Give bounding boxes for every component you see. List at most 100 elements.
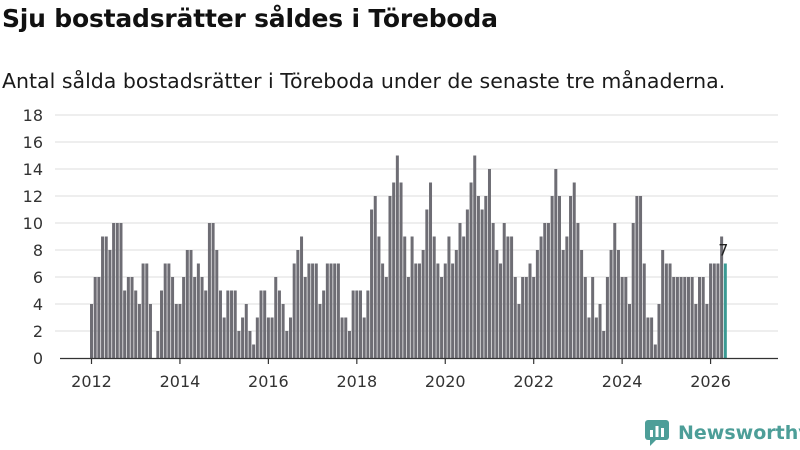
bar [381, 263, 385, 358]
bar [207, 223, 211, 358]
bar [557, 196, 561, 358]
bar [134, 290, 138, 358]
bar [359, 290, 363, 358]
bar [664, 263, 668, 358]
bar [322, 290, 326, 358]
bar [473, 155, 477, 358]
x-tick-label: 2018 [336, 372, 377, 391]
bar [215, 250, 219, 358]
bar [281, 304, 285, 358]
bar [487, 169, 491, 358]
bar [285, 331, 289, 358]
bar [130, 277, 134, 358]
bar [399, 182, 403, 358]
bar [303, 277, 307, 358]
bar [535, 250, 539, 358]
bar [226, 290, 230, 358]
bar [230, 290, 234, 358]
bar [392, 182, 396, 358]
x-tick-label: 2012 [71, 372, 112, 391]
bar [244, 304, 248, 358]
y-tick-label: 14 [23, 160, 43, 179]
y-tick-label: 10 [23, 214, 43, 233]
bar [436, 263, 440, 358]
bar [672, 277, 676, 358]
bar [421, 250, 425, 358]
bar [93, 277, 97, 358]
bar [661, 250, 665, 358]
bar [296, 250, 300, 358]
bar [414, 263, 418, 358]
bar [344, 317, 348, 358]
bar [447, 236, 451, 358]
bar [646, 317, 650, 358]
x-tick-label: 2016 [248, 372, 289, 391]
bar [495, 250, 499, 358]
bar [97, 277, 101, 358]
bar-latest [723, 263, 727, 358]
bar [425, 209, 429, 358]
bar [458, 223, 462, 358]
bar [639, 196, 643, 358]
bar [484, 196, 488, 358]
bar [580, 250, 584, 358]
bar [373, 196, 377, 358]
bar [171, 277, 175, 358]
x-tick-label: 2026 [690, 372, 731, 391]
bar [314, 263, 318, 358]
bar [690, 277, 694, 358]
bar [163, 263, 167, 358]
bar [583, 277, 587, 358]
bar [237, 331, 241, 358]
y-tick-label: 6 [33, 268, 43, 287]
bar [657, 304, 661, 358]
bar [510, 236, 514, 358]
bar [211, 223, 215, 358]
bar [104, 236, 108, 358]
bar [274, 277, 278, 358]
y-tick-label: 0 [33, 349, 43, 368]
bar [329, 263, 333, 358]
bar [429, 182, 433, 358]
bar [410, 236, 414, 358]
bar [451, 263, 455, 358]
bar [270, 317, 274, 358]
bar [561, 250, 565, 358]
bar [403, 236, 407, 358]
bar [241, 317, 245, 358]
bar [506, 236, 510, 358]
bar [311, 263, 315, 358]
bar [384, 277, 388, 358]
bar [668, 263, 672, 358]
bar [218, 290, 222, 358]
bar [115, 223, 119, 358]
bar [631, 223, 635, 358]
bar [517, 304, 521, 358]
bar [300, 236, 304, 358]
bar [182, 277, 186, 358]
bar [480, 209, 484, 358]
bar [675, 277, 679, 358]
bar [185, 250, 189, 358]
bar [513, 277, 517, 358]
bar [233, 290, 237, 358]
brand-name: Newsworthy [678, 422, 800, 444]
bar [616, 250, 620, 358]
bar [602, 331, 606, 358]
bar [336, 263, 340, 358]
bar [554, 169, 558, 358]
bar [259, 290, 263, 358]
bar [189, 250, 193, 358]
bar [594, 317, 598, 358]
bar [395, 155, 399, 358]
bar [196, 263, 200, 358]
bar [454, 250, 458, 358]
bar [550, 196, 554, 358]
bar [193, 277, 197, 358]
bar [605, 277, 609, 358]
bar [532, 277, 536, 358]
bar [624, 277, 628, 358]
bar [628, 304, 632, 358]
bar [174, 304, 178, 358]
bar [502, 223, 506, 358]
